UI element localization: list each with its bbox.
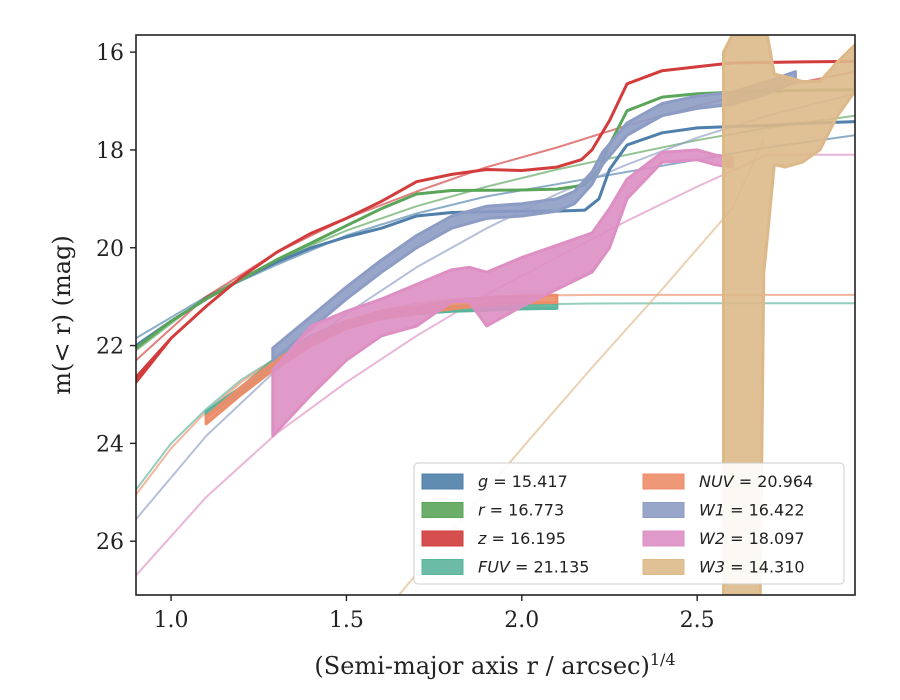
legend-band-name: W3 — [699, 558, 725, 577]
y-tick-label: 16 — [96, 41, 124, 66]
x-axis-label-exponent: 1/4 — [650, 650, 676, 669]
legend-label-nuv: NUV = 20.964 — [699, 472, 813, 491]
legend-swatch-r — [421, 502, 464, 518]
legend-label-w2: W2 = 18.097 — [699, 529, 805, 548]
profile-band-g — [136, 120, 855, 348]
legend-band-name: g — [478, 472, 488, 491]
legend-label-z: z = 16.195 — [477, 529, 566, 548]
x-tick-label: 2.5 — [680, 608, 715, 633]
x-tick-label: 1.5 — [329, 608, 364, 633]
y-tick-label: 18 — [96, 139, 124, 164]
fit-curve-w1 — [136, 92, 855, 520]
x-tick-label: 2.0 — [504, 608, 539, 633]
legend-band-name: NUV — [699, 472, 735, 491]
legend-band-value: = 14.310 — [725, 558, 805, 577]
legend-label-fuv: FUV = 21.135 — [478, 558, 589, 577]
profile-band-w3 — [722, 35, 855, 595]
y-tick-label: 26 — [96, 530, 124, 555]
legend-label-w1: W1 = 16.422 — [699, 501, 805, 520]
profile-band-r — [136, 88, 855, 350]
y-tick-label: 20 — [96, 237, 124, 262]
legend-label-w3: W3 = 14.310 — [699, 558, 805, 577]
legend-band-value: = 16.195 — [486, 529, 566, 548]
y-axis-ticks: 16 18 20 22 24 26 — [96, 41, 136, 555]
y-tick-label: 24 — [96, 432, 124, 457]
x-axis-ticks: 1.0 1.5 2.0 2.5 — [154, 595, 715, 633]
legend-band-name: z — [477, 529, 487, 548]
legend-band-name: r — [478, 501, 486, 520]
legend-band-name: W2 — [699, 529, 725, 548]
legend-band-name: W1 — [699, 501, 725, 520]
x-axis-label-text: (Semi-major axis r / arcsec) — [314, 652, 649, 680]
legend-frame — [413, 462, 845, 585]
legend-swatch-w3 — [642, 559, 685, 575]
x-tick-label: 1.0 — [154, 608, 189, 633]
y-axis-label: m(< r) (mag) — [48, 235, 76, 394]
legend-swatch-w1 — [642, 502, 685, 518]
legend-band-value: = 21.135 — [510, 558, 590, 577]
legend-swatch-w2 — [642, 530, 685, 547]
legend-label-g: g = 15.417 — [478, 472, 568, 491]
x-axis-label: (Semi-major axis r / arcsec)1/4 — [314, 650, 675, 680]
plot-frame — [135, 34, 856, 596]
y-tick-label: 22 — [96, 335, 124, 360]
legend-band-value: = 16.773 — [485, 501, 565, 520]
legend-swatch-nuv — [642, 473, 685, 490]
profile-bands — [136, 35, 855, 595]
legend-band-value: = 15.417 — [488, 472, 568, 491]
legend-band-name: FUV — [478, 558, 511, 577]
legend-label-r: r = 16.773 — [478, 501, 564, 520]
legend-swatch-g — [421, 473, 464, 490]
profile-band-z — [136, 59, 855, 384]
legend-band-value: = 16.422 — [725, 501, 805, 520]
legend-swatch-fuv — [421, 559, 464, 575]
legend-swatch-z — [421, 530, 464, 547]
legend-band-value: = 20.964 — [734, 472, 814, 491]
legend-band-value: = 18.097 — [725, 529, 805, 548]
